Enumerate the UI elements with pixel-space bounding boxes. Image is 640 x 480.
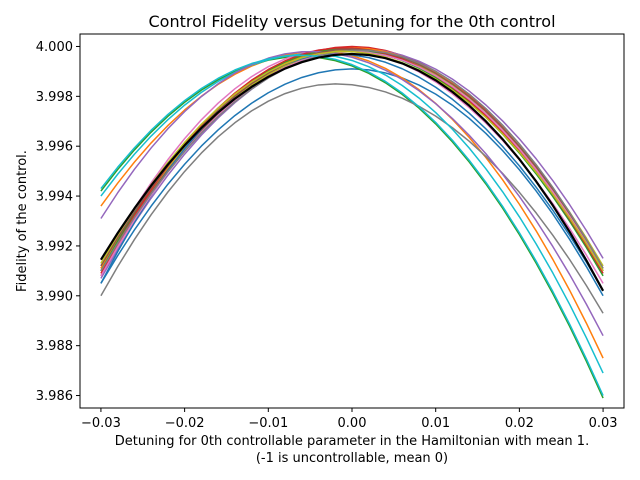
series-line <box>99 52 605 292</box>
x-axis-label-line2: (-1 is uncontrollable, mean 0) <box>256 451 448 466</box>
y-tick-label: 3.992 <box>36 239 73 254</box>
series-layer <box>99 45 605 399</box>
y-tick-label: 3.990 <box>36 289 73 304</box>
series-line <box>100 68 604 297</box>
x-tick-label: 0.01 <box>421 416 450 431</box>
series-line <box>100 54 604 396</box>
series-line <box>100 50 604 359</box>
x-tick-label: −0.01 <box>248 416 288 431</box>
x-tick-label: −0.02 <box>165 416 205 431</box>
y-tick-label: 4.000 <box>36 40 73 55</box>
y-tick-label: 3.994 <box>36 190 73 205</box>
y-tick-label: 3.986 <box>36 389 73 404</box>
chart-title: Control Fidelity versus Detuning for the… <box>148 12 555 31</box>
y-tick-label: 3.988 <box>36 339 73 354</box>
x-axis: −0.03 −0.02 −0.01 0.00 0.01 0.02 0.03 <box>81 408 618 431</box>
series-line <box>100 53 604 374</box>
x-tick-label: −0.03 <box>81 416 121 431</box>
series-line <box>100 55 604 399</box>
y-tick-label: 3.998 <box>36 90 73 105</box>
x-tick-label: 0.03 <box>589 416 618 431</box>
x-tick-label: 0.00 <box>338 416 367 431</box>
series-line <box>100 83 604 314</box>
x-tick-label: 0.02 <box>505 416 534 431</box>
y-axis: 3.986 3.988 3.990 3.992 3.994 3.996 3.998 4.000 <box>36 40 80 404</box>
series-line <box>100 50 604 337</box>
y-axis-label: Fidelity of the control. <box>15 150 30 292</box>
series-line <box>100 49 604 272</box>
x-axis-label: Detuning for 0th controllable parameter … <box>115 434 589 449</box>
y-tick-label: 3.996 <box>36 140 73 155</box>
series-line <box>100 53 604 292</box>
series-line <box>100 50 604 272</box>
